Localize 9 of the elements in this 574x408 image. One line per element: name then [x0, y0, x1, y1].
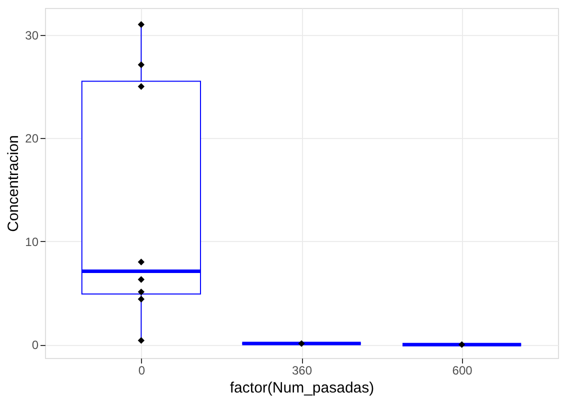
x-tick-label: 600: [452, 364, 473, 378]
y-tick-label: 30: [25, 28, 39, 42]
y-tick-label: 0: [32, 338, 39, 352]
y-axis-title: Concentracion: [5, 135, 22, 232]
x-tick-label: 0: [138, 364, 146, 378]
x-tick-label: 360: [292, 364, 312, 378]
x-axis-title: factor(Num_pasadas): [230, 380, 374, 396]
y-tick-label: 10: [25, 234, 39, 249]
y-tick-label: 20: [25, 132, 39, 146]
